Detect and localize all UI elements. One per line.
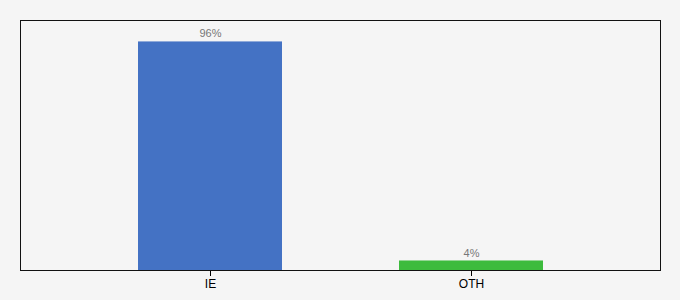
svg-text:96%: 96% <box>199 27 221 39</box>
svg-text:OTH: OTH <box>459 277 484 291</box>
svg-text:IE: IE <box>205 277 216 291</box>
svg-text:4%: 4% <box>464 246 480 258</box>
